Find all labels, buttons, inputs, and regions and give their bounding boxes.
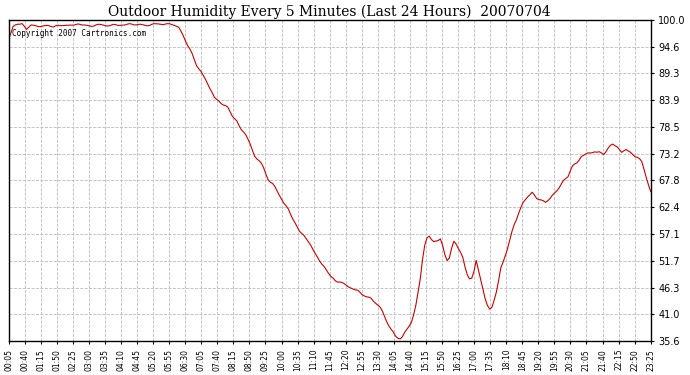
Title: Outdoor Humidity Every 5 Minutes (Last 24 Hours)  20070704: Outdoor Humidity Every 5 Minutes (Last 2… <box>108 4 551 18</box>
Text: Copyright 2007 Cartronics.com: Copyright 2007 Cartronics.com <box>12 29 146 38</box>
